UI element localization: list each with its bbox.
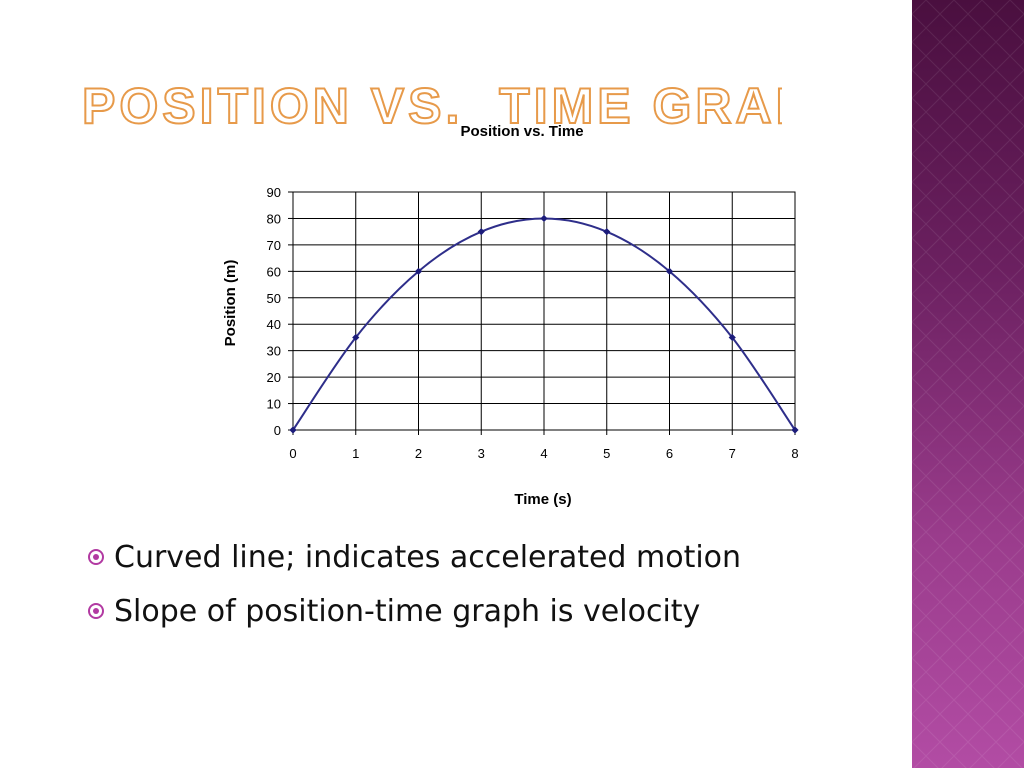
y-tick-label: 0 bbox=[274, 423, 281, 438]
bullet-text: Curved line; indicates accelerated motio… bbox=[114, 539, 742, 575]
x-tick-label: 2 bbox=[415, 446, 422, 461]
slide-title-text: Position vs. Time Graph bbox=[82, 77, 782, 128]
bullet-text: Slope of position-time graph is velocity bbox=[114, 593, 701, 629]
x-tick-label: 4 bbox=[540, 446, 547, 461]
data-point bbox=[540, 214, 548, 223]
bullet-item: Slope of position-time graph is velocity bbox=[88, 584, 741, 638]
ring-dot-icon bbox=[88, 603, 104, 619]
y-tick-label: 20 bbox=[267, 370, 281, 385]
slide-title: Position vs. Time Graph bbox=[82, 58, 782, 128]
position-time-chart: Position vs. Time 0 10 20 30 40 50 60 70 80 90 0 1 2 3… bbox=[222, 123, 799, 508]
diamond-pattern bbox=[912, 0, 1024, 768]
y-tick-label: 60 bbox=[267, 264, 281, 279]
y-tick-label: 10 bbox=[267, 397, 281, 412]
ring-dot-icon bbox=[88, 549, 104, 565]
bullet-list: Curved line; indicates accelerated motio… bbox=[88, 530, 741, 638]
data-point bbox=[791, 426, 799, 434]
data-point bbox=[289, 426, 297, 434]
y-tick-label: 50 bbox=[267, 291, 281, 306]
y-tick-label: 80 bbox=[267, 211, 281, 226]
x-tick-label: 6 bbox=[666, 446, 673, 461]
y-axis-label: Position (m) bbox=[222, 260, 239, 347]
y-tick-label: 90 bbox=[267, 185, 281, 200]
y-tick-label: 70 bbox=[267, 238, 281, 253]
x-tick-label: 7 bbox=[729, 446, 736, 461]
data-point bbox=[477, 228, 485, 236]
x-axis-label: Time (s) bbox=[514, 491, 571, 508]
y-tick-label: 30 bbox=[267, 344, 281, 359]
data-point bbox=[414, 267, 423, 275]
bullet-item: Curved line; indicates accelerated motio… bbox=[88, 530, 741, 584]
y-tick-label: 40 bbox=[267, 317, 281, 332]
x-tick-label: 8 bbox=[791, 446, 798, 461]
chart-title: Position vs. Time bbox=[460, 123, 583, 140]
x-tick-label: 5 bbox=[603, 446, 610, 461]
x-tick-label: 3 bbox=[478, 446, 485, 461]
data-point bbox=[603, 228, 611, 236]
x-tick-label: 1 bbox=[352, 446, 359, 461]
x-tick-label: 0 bbox=[289, 446, 296, 461]
data-point bbox=[352, 333, 360, 342]
data-point bbox=[728, 333, 736, 342]
decorative-side-panel bbox=[912, 0, 1024, 768]
